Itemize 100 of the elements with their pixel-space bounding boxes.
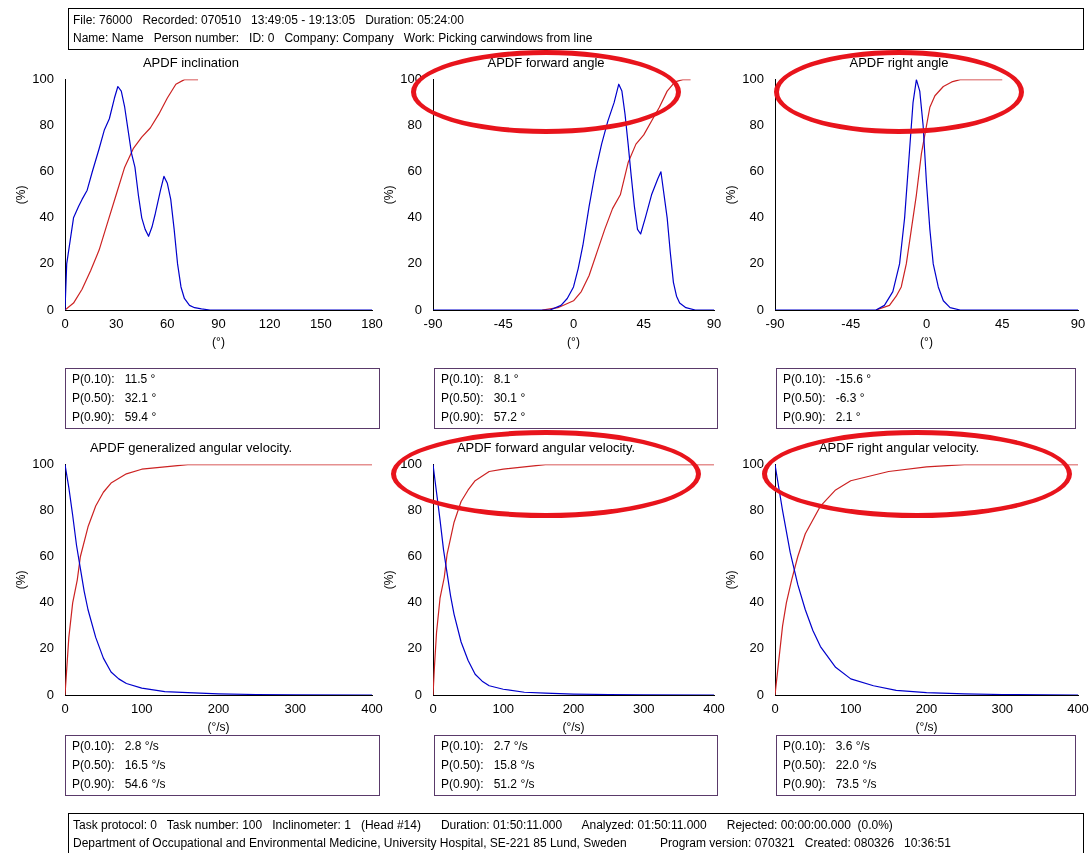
y-tick-label: 60 (407, 548, 422, 564)
y-tick-label: 20 (749, 640, 764, 656)
text: P(0.90): 57.2 ° (441, 409, 527, 426)
y-axis-title: (%) (381, 185, 396, 205)
x-tick-label: 0 (569, 316, 578, 332)
x-tick-label: 90 (211, 316, 226, 332)
x-tick-label: 300 (991, 701, 1014, 717)
y-tick-label: 80 (749, 117, 764, 133)
x-tick-label: -45 (841, 316, 861, 332)
x-tick-label: 400 (703, 701, 725, 717)
x-tick-label: 200 (915, 701, 938, 717)
y-tick-label: 20 (39, 640, 54, 656)
chart-title: APDF inclination (142, 55, 240, 71)
x-tick-label: 200 (562, 701, 585, 717)
text: P(0.50): 16.5 °/s (72, 757, 167, 774)
y-tick-label: 60 (39, 548, 54, 564)
chart-title: APDF right angular velocity. (818, 440, 980, 456)
text: P(0.50): 22.0 °/s (783, 757, 878, 774)
text: P(0.90): 73.5 °/s (783, 776, 878, 793)
x-tick-label: -90 (765, 316, 785, 332)
x-tick-label: 400 (1067, 701, 1089, 717)
x-tick-label: 0 (922, 316, 931, 332)
y-tick-label: 60 (749, 163, 764, 179)
y-tick-label: 40 (39, 594, 54, 610)
y-axis-title: (%) (381, 570, 396, 590)
y-tick-label: 40 (407, 209, 422, 225)
y-tick-label: 60 (749, 548, 764, 564)
text: P(0.90): 51.2 °/s (441, 776, 536, 793)
text: File: 76000 Recorded: 070510 13:49:05 - 19:13:05 Duration: 05:24:00 (73, 12, 465, 29)
x-tick-label: 0 (61, 316, 69, 332)
text: Name: Name Person number: ID: 0 Company: Company Work: Picking carwindows from line (73, 30, 594, 47)
y-tick-label: 40 (407, 594, 422, 610)
chart-title: APDF forward angular velocity. (456, 440, 636, 456)
text: P(0.90): 59.4 ° (72, 409, 158, 426)
y-tick-label: 40 (749, 209, 764, 225)
text: P(0.10): -15.6 ° (783, 371, 873, 388)
x-tick-label: 90 (706, 316, 722, 332)
y-tick-label: 20 (749, 255, 764, 271)
x-tick-label: -45 (493, 316, 513, 332)
text: P(0.50): 30.1 ° (441, 390, 527, 407)
x-tick-label: 100 (130, 701, 153, 717)
y-tick-label: 20 (39, 255, 54, 271)
x-tick-label: 45 (995, 316, 1010, 332)
y-tick-label: 40 (749, 594, 764, 610)
x-tick-label: 100 (492, 701, 515, 717)
x-axis-title: (°) (567, 335, 580, 350)
y-tick-label: 100 (742, 71, 764, 87)
x-tick-label: 100 (839, 701, 862, 717)
text: P(0.90): 2.1 ° (783, 409, 862, 426)
chart-title: APDF forward angle (487, 55, 605, 71)
y-tick-label: 100 (32, 71, 54, 87)
text: P(0.50): 32.1 ° (72, 390, 158, 407)
y-tick-label: 0 (756, 301, 764, 317)
y-tick-label: 0 (756, 686, 764, 702)
y-tick-label: 60 (39, 163, 54, 179)
x-tick-label: 90 (1070, 316, 1086, 332)
text: P(0.90): 54.6 °/s (72, 776, 167, 793)
x-axis-title: (°/s) (562, 720, 585, 735)
x-tick-label: 300 (284, 701, 307, 717)
y-tick-label: 80 (749, 502, 764, 518)
y-tick-label: 0 (414, 686, 422, 702)
y-tick-label: 0 (46, 301, 54, 317)
x-tick-label: 30 (108, 316, 124, 332)
y-tick-label: 0 (46, 686, 54, 702)
x-tick-label: 60 (160, 316, 175, 332)
x-tick-label: 0 (61, 701, 69, 717)
y-tick-label: 80 (39, 117, 54, 133)
x-axis-title: (°) (212, 335, 225, 350)
y-tick-label: 60 (407, 163, 422, 179)
x-tick-label: 400 (361, 701, 383, 717)
y-axis-title: (%) (723, 570, 738, 590)
x-axis-title: (°) (920, 335, 933, 350)
y-axis-title: (%) (13, 185, 28, 205)
y-tick-label: 100 (32, 456, 54, 472)
y-tick-label: 0 (414, 301, 422, 317)
y-tick-label: 80 (39, 502, 54, 518)
text: P(0.50): -6.3 ° (783, 390, 866, 407)
y-tick-label: 40 (39, 209, 54, 225)
text: P(0.50): 15.8 °/s (441, 757, 536, 774)
text: P(0.10): 2.8 °/s (72, 738, 160, 755)
x-tick-label: 120 (258, 316, 281, 332)
text: Task protocol: 0 Task number: 100 Inclinometer: 1 (Head #14) Duration: 01:50:11.000 Analyzed: 01:50:11.000 Rejected: 00:00:00.000 (0.0%) (73, 817, 894, 834)
text: P(0.10): 11.5 ° (72, 371, 157, 388)
y-axis-title: (%) (13, 570, 28, 590)
x-tick-label: 180 (361, 316, 383, 332)
text: P(0.10): 3.6 °/s (783, 738, 871, 755)
y-tick-label: 20 (407, 640, 422, 656)
x-tick-label: 150 (309, 316, 332, 332)
x-tick-label: 300 (632, 701, 655, 717)
chart-title: APDF right angle (849, 55, 949, 71)
x-tick-label: 45 (636, 316, 651, 332)
chart-title: APDF generalized angular velocity. (89, 440, 293, 456)
x-tick-label: 0 (771, 701, 779, 717)
y-tick-label: 80 (407, 117, 422, 133)
y-tick-label: 100 (742, 456, 764, 472)
x-axis-title: (°/s) (207, 720, 230, 735)
x-tick-label: -90 (423, 316, 443, 332)
y-tick-label: 80 (407, 502, 422, 518)
x-tick-label: 0 (429, 701, 437, 717)
text: P(0.10): 8.1 ° (441, 371, 520, 388)
